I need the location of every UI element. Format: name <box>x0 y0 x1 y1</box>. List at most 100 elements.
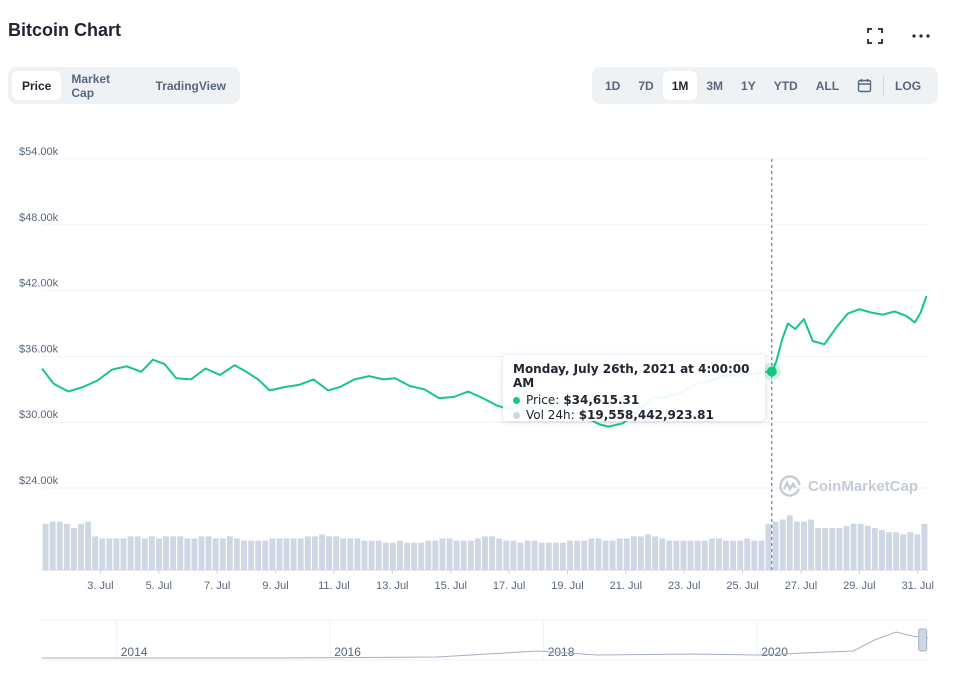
volume-bar <box>602 540 609 570</box>
volume-bar <box>836 528 843 570</box>
y-tick-label: $30.00k <box>19 409 59 421</box>
range-ytd[interactable]: YTD <box>773 78 798 93</box>
price-dot-icon <box>513 396 520 404</box>
watermark-text: CoinMarketCap <box>808 477 919 495</box>
volume-bar <box>170 536 177 570</box>
volume-bar <box>290 538 297 570</box>
volume-bar <box>652 536 659 570</box>
volume-bar <box>900 534 907 570</box>
tab-price[interactable]: Price <box>12 71 62 100</box>
volume-bar <box>78 523 84 570</box>
navigator-year-label: 2018 <box>548 645 575 659</box>
volume-bar <box>857 523 864 570</box>
volume-bar <box>63 523 70 570</box>
calendar-icon[interactable] <box>848 71 881 100</box>
x-tick-label: 19. Jul <box>551 580 583 592</box>
volume-bar <box>375 540 382 570</box>
range-3m[interactable]: 3M <box>706 78 724 93</box>
volume-bar <box>552 542 559 570</box>
volume-bar <box>304 536 311 570</box>
volume-bar <box>361 540 368 570</box>
volume-bar <box>191 538 198 570</box>
tooltip-price-row: Price: $34,615.31 <box>513 393 755 407</box>
navigator-year-label: 2020 <box>761 645 788 659</box>
y-tick-label: $24.00k <box>19 475 59 487</box>
volume-bar <box>262 540 269 570</box>
volume-bar <box>914 534 921 570</box>
volume-bar <box>715 538 722 570</box>
range-1m[interactable]: 1M <box>662 71 698 100</box>
more-icon[interactable] <box>911 26 931 46</box>
range-7d[interactable]: 7D <box>638 78 654 93</box>
volume-bar <box>106 538 113 570</box>
volume-bar <box>921 523 928 570</box>
volume-bar <box>120 538 127 570</box>
volume-bar <box>467 540 474 570</box>
volume-bar <box>595 538 602 570</box>
range-all[interactable]: ALL <box>815 78 840 93</box>
range-1d[interactable]: 1D <box>605 78 621 93</box>
volume-bar <box>510 540 517 570</box>
tooltip-volume-value: $19,558,442,923.81 <box>578 408 714 422</box>
volume-bar <box>623 538 630 570</box>
volume-bar <box>333 536 340 570</box>
volume-bar <box>340 538 347 570</box>
volume-bar <box>801 521 807 570</box>
volume-bar <box>156 538 162 570</box>
volume-bar <box>326 536 333 570</box>
volume-bar <box>503 540 510 570</box>
volume-bar <box>297 538 304 570</box>
y-tick-label: $48.00k <box>19 212 59 224</box>
log-toggle[interactable]: LOG <box>895 78 922 93</box>
volume-bar <box>616 538 623 570</box>
range-1y[interactable]: 1Y <box>741 78 756 93</box>
x-tick-label: 27. Jul <box>785 580 817 592</box>
x-tick-label: 31. Jul <box>902 580 934 592</box>
volume-bar <box>560 542 566 570</box>
chart-actions <box>865 26 931 46</box>
volume-bar <box>581 540 588 570</box>
volume-bar <box>219 538 226 570</box>
volume-bar <box>538 542 545 570</box>
volume-bar <box>609 540 616 570</box>
price-chart[interactable]: $54.00k $48.00k $42.00k $36.00k $30.00k $24.0… <box>0 130 959 670</box>
x-tick-label: 15. Jul <box>434 580 466 592</box>
x-tick-label: 17. Jul <box>493 580 525 592</box>
x-tick-label: 11. Jul <box>318 580 350 592</box>
x-tick-label: 21. Jul <box>610 580 642 592</box>
tooltip-date: Monday, July 26th, 2021 at 4:00:00 AM <box>513 362 750 390</box>
volume-bar <box>815 528 822 570</box>
volume-bar <box>808 519 814 570</box>
volume-bar <box>822 528 829 570</box>
volume-bar <box>482 536 488 570</box>
volume-bar <box>404 542 410 570</box>
volume-bar <box>637 536 644 570</box>
tab-market-cap[interactable]: Market Cap <box>71 71 111 100</box>
volume-bar <box>751 540 758 570</box>
volume-bar <box>567 540 573 570</box>
tooltip-price-label: Price: <box>526 393 560 407</box>
volume-bar <box>460 540 467 570</box>
coinmarketcap-watermark: CoinMarketCap <box>778 474 918 498</box>
volume-bar <box>772 521 779 570</box>
tab-tradingview[interactable]: TradingView <box>155 78 226 93</box>
x-tick-label: 5. Jul <box>146 580 172 592</box>
volume-bar <box>574 540 581 570</box>
volume-bar <box>198 536 205 570</box>
chart-tooltip: Monday, July 26th, 2021 at 4:00:00 AM Pr… <box>503 355 765 422</box>
volume-bar <box>389 542 396 570</box>
volume-bar <box>744 538 751 570</box>
volume-bar <box>354 538 361 570</box>
volume-bar <box>283 538 290 570</box>
volume-bar <box>453 540 460 570</box>
volume-bar <box>474 538 481 570</box>
volume-bar <box>864 525 871 570</box>
x-tick-label: 29. Jul <box>843 580 875 592</box>
volume-bar <box>99 538 106 570</box>
volume-bar <box>829 528 836 570</box>
volume-bar <box>666 540 673 570</box>
volume-bar <box>737 540 744 570</box>
volume-bar <box>311 536 318 570</box>
chart-type-tabs: Price Market Cap TradingView <box>8 67 240 104</box>
fullscreen-icon[interactable] <box>865 26 885 46</box>
